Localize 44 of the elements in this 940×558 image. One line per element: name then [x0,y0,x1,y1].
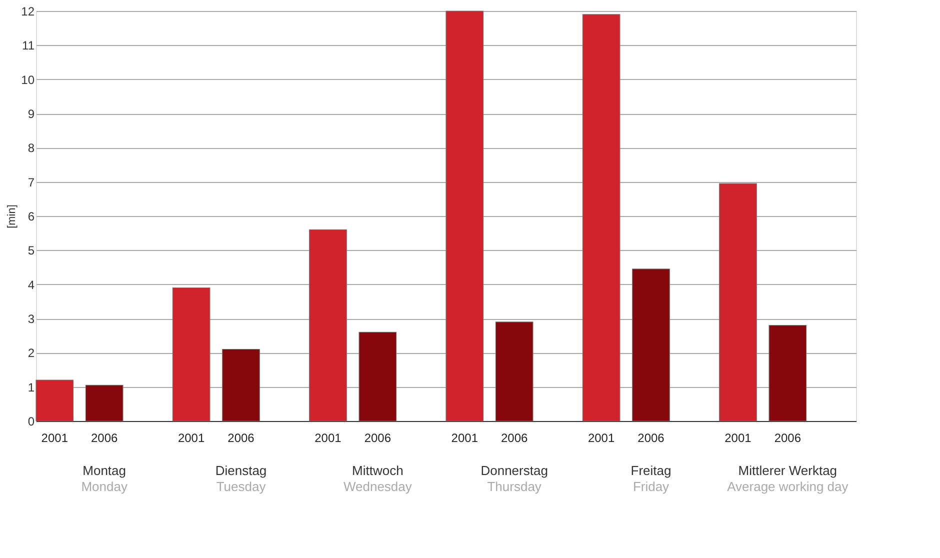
category-label: Montag Monday [81,463,128,494]
bar [172,287,210,422]
text: 2001 [588,431,615,445]
bar [446,10,484,422]
category-label: Donnerstag Thursday [480,463,548,494]
y-tick-label: 10 [21,72,35,87]
bar [309,229,347,422]
bar [768,325,807,422]
series-label: 2001 [41,431,68,445]
bar [36,380,74,422]
series-label: 2006 [90,431,118,445]
y-tick-label: 6 [28,210,35,224]
text: 2006 [500,431,528,445]
y-tick-label: 0 [28,414,35,428]
y-tick-label: 2 [28,346,35,360]
y-tick-label: 8 [28,141,35,156]
y-tick-label: 5 [28,244,35,258]
text: 2001 [178,431,205,445]
bar [495,322,534,422]
text: 2006 [774,431,802,445]
text: 2001 [451,431,478,445]
text: 2001 [314,431,342,445]
y-tick-label: 11 [22,38,35,53]
bar [582,14,620,422]
category-label: Mittlerer Werktag Average working day [727,463,848,494]
text: 2001 [724,431,752,445]
y-tick-label: 4 [28,278,35,292]
y-tick-label: 7 [28,175,35,190]
bar [222,348,260,422]
text: 2006 [228,431,254,445]
y-tick-label: 12 [21,4,35,18]
text: 2006 [364,431,392,445]
bar [719,183,757,422]
y-axis-title: [min] [6,204,18,228]
category-label: Mittwoch Wednesday [343,463,412,494]
y-tick-label: 3 [28,312,35,326]
bar [85,384,124,422]
category-label: Freitag Friday [630,463,672,494]
y-tick-label: 1 [28,380,35,394]
bar [358,332,397,422]
category-label: Dienstag Tuesday [215,463,267,494]
y-tick-label: 9 [28,107,35,121]
text: 2006 [638,431,664,445]
bar [632,268,670,422]
